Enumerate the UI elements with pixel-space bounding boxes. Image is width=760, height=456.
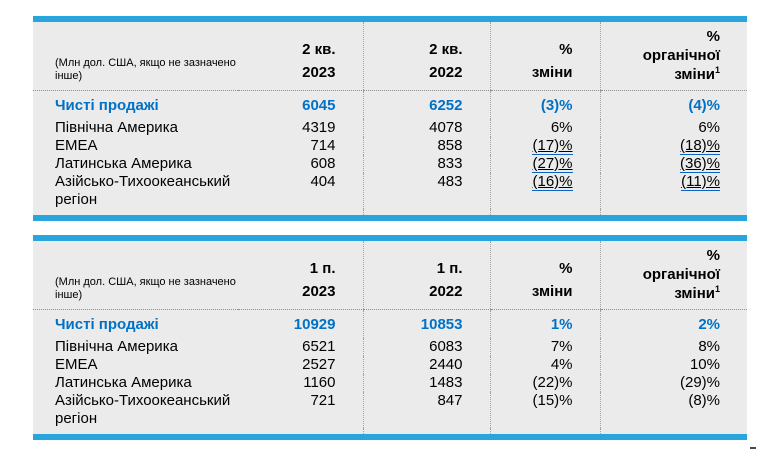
table-row-net-sales: Чисті продажі 10929 10853 1% 2% <box>33 309 747 338</box>
row-label: Азійсько-Тихоокеанський регіон <box>55 173 231 208</box>
row-label: Латинська Америка <box>55 374 192 391</box>
change-link[interactable]: (18)% <box>679 137 720 155</box>
value-cell: 2440 <box>362 356 490 374</box>
table-row-asia-pacific: Азійсько-Тихоокеанський регіон 721 847 (… <box>33 392 747 428</box>
value-cell: (17)% <box>489 137 600 155</box>
spacer-row <box>33 428 747 434</box>
value-cell: 833 <box>362 155 490 173</box>
value-cell: 721 <box>310 392 336 409</box>
unit-note: (Млн дол. США, якщо не зазначено інше) <box>33 22 238 91</box>
value-cell: 2527 <box>302 356 336 373</box>
footnote-marker: 1 <box>714 284 720 294</box>
value-cell: 847 <box>362 392 490 428</box>
page-corner-mark <box>750 447 756 449</box>
h1-sales-table-grid: (Млн дол. США, якщо не зазначено інше) 1… <box>33 241 747 434</box>
value-cell: 4% <box>489 356 600 374</box>
spacer-row <box>33 209 747 215</box>
change-link[interactable]: (11)% <box>681 173 720 191</box>
col-header-pct-organic-change: % органічної зміни1 <box>599 241 747 310</box>
col-header-pct-change: % зміни <box>489 241 600 310</box>
value-cell: 1160 <box>303 374 336 391</box>
row-label: Північна Америка <box>55 119 178 136</box>
q2-sales-table: (Млн дол. США, якщо не зазначено інше) 2… <box>33 16 747 221</box>
col-header-h1-2022: 1 п. 2022 <box>362 241 490 310</box>
value-cell: 714 <box>310 137 336 154</box>
table-row-north-america: Північна Америка 4319 4078 6% 6% <box>33 119 747 137</box>
value-cell: 483 <box>362 173 490 209</box>
value-cell: (3)% <box>489 90 600 119</box>
table-row-latin-america: Латинська Америка 608 833 (27)% (36)% <box>33 155 747 173</box>
header-row: (Млн дол. США, якщо не зазначено інше) 1… <box>33 241 747 310</box>
table-row-north-america: Північна Америка 6521 6083 7% 8% <box>33 338 747 356</box>
value-cell: 6521 <box>302 338 336 355</box>
value-cell: 1483 <box>362 374 490 392</box>
table-row-asia-pacific: Азійсько-Тихоокеанський регіон 404 483 (… <box>33 173 747 209</box>
table-row-latin-america: Латинська Америка 1160 1483 (22)% (29)% <box>33 374 747 392</box>
row-label: Північна Америка <box>55 338 178 355</box>
row-label: Азійсько-Тихоокеанський регіон <box>55 392 231 427</box>
col-header-pct-organic-change: % органічної зміни1 <box>599 22 747 91</box>
row-label: EMEA <box>55 356 98 373</box>
value-cell: (27)% <box>489 155 600 173</box>
value-cell: (22)% <box>489 374 600 392</box>
value-cell: 10853 <box>362 309 490 338</box>
header-row: (Млн дол. США, якщо не зазначено інше) 2… <box>33 22 747 91</box>
value-cell: (15)% <box>489 392 600 428</box>
change-link[interactable]: (17)% <box>532 137 573 155</box>
value-cell: 8% <box>599 338 747 356</box>
value-cell: (16)% <box>489 173 600 209</box>
h1-sales-table: (Млн дол. США, якщо не зазначено інше) 1… <box>33 235 747 440</box>
value-cell: 608 <box>310 155 336 172</box>
value-cell: 10% <box>599 356 747 374</box>
table-row-net-sales: Чисті продажі 6045 6252 (3)% (4)% <box>33 90 747 119</box>
unit-note: (Млн дол. США, якщо не зазначено інше) <box>33 241 238 310</box>
col-header-q2-2022: 2 кв. 2022 <box>362 22 490 91</box>
value-cell: 4078 <box>362 119 490 137</box>
row-label: EMEA <box>55 137 98 154</box>
value-cell: 10929 <box>293 316 336 333</box>
value-cell: 6252 <box>362 90 490 119</box>
col-header-pct-change: % зміни <box>489 22 600 91</box>
value-cell: 7% <box>489 338 600 356</box>
table-row-emea: EMEA 714 858 (17)% (18)% <box>33 137 747 155</box>
value-cell: 6083 <box>362 338 490 356</box>
value-cell: (36)% <box>599 155 747 173</box>
change-link[interactable]: (27)% <box>532 155 573 173</box>
value-cell: (11)% <box>599 173 747 209</box>
row-label: Чисті продажі <box>55 316 159 333</box>
value-cell: (4)% <box>599 90 747 119</box>
footnote-marker: 1 <box>714 65 720 75</box>
change-link[interactable]: (36)% <box>679 155 720 173</box>
value-cell: 2% <box>599 309 747 338</box>
q2-sales-table-grid: (Млн дол. США, якщо не зазначено інше) 2… <box>33 22 747 215</box>
value-cell: (29)% <box>599 374 747 392</box>
value-cell: 4319 <box>302 119 336 136</box>
value-cell: 6% <box>489 119 600 137</box>
row-label: Латинська Америка <box>55 155 192 172</box>
value-cell: 1% <box>489 309 600 338</box>
value-cell: 6045 <box>302 97 336 114</box>
value-cell: 404 <box>310 173 336 190</box>
col-header-h1-2023: 1 п. 2023 <box>238 241 363 310</box>
row-label: Чисті продажі <box>55 97 159 114</box>
value-cell: (8)% <box>599 392 747 428</box>
change-link[interactable]: (16)% <box>532 173 573 191</box>
table-row-emea: EMEA 2527 2440 4% 10% <box>33 356 747 374</box>
value-cell: (18)% <box>599 137 747 155</box>
value-cell: 858 <box>362 137 490 155</box>
col-header-q2-2023: 2 кв. 2023 <box>238 22 363 91</box>
value-cell: 6% <box>599 119 747 137</box>
